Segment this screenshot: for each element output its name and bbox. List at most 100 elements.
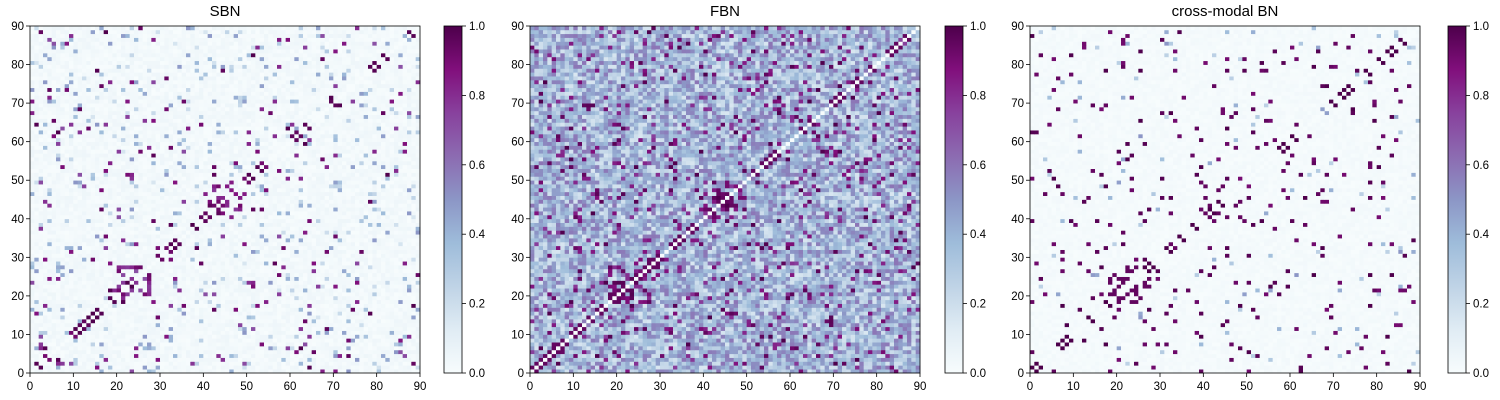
heatmap-cell — [39, 157, 44, 161]
heatmap-cell — [255, 296, 260, 300]
heatmap-cell — [407, 311, 412, 315]
heatmap-cell — [394, 323, 399, 327]
heatmap-cell — [121, 192, 126, 196]
heatmap-cell — [47, 277, 52, 281]
heatmap-cell — [121, 257, 126, 261]
heatmap-cell — [30, 265, 35, 269]
heatmap-cell — [60, 192, 65, 196]
heatmap-cell — [221, 257, 226, 261]
heatmap-cell — [273, 219, 278, 223]
heatmap-cell — [95, 238, 100, 242]
heatmap-cell — [260, 180, 265, 184]
heatmap-cell — [195, 292, 200, 296]
heatmap-cell — [281, 253, 286, 257]
heatmap-cell — [69, 346, 74, 350]
heatmap-cell — [203, 207, 208, 211]
heatmap-cell — [190, 176, 195, 180]
heatmap-cell — [73, 246, 78, 250]
heatmap-cell — [182, 323, 187, 327]
heatmap-cell — [108, 261, 113, 265]
heatmap-cell — [225, 157, 230, 161]
heatmap-cell — [47, 288, 52, 292]
heatmap-cell — [73, 173, 78, 177]
heatmap-cell — [39, 284, 44, 288]
heatmap-cell — [351, 284, 356, 288]
heatmap-cell — [30, 284, 35, 288]
heatmap-cell — [121, 280, 126, 284]
heatmap-cell — [169, 161, 174, 165]
heatmap-cell — [368, 365, 373, 369]
heatmap-cell — [160, 292, 165, 296]
heatmap-cell — [355, 354, 360, 358]
heatmap-cell — [47, 354, 52, 358]
heatmap-cell — [385, 319, 390, 323]
heatmap-cell — [173, 188, 178, 192]
heatmap-cell — [320, 280, 325, 284]
heatmap-cell — [203, 311, 208, 315]
chart-title-sbn: SBN — [210, 3, 241, 20]
heatmap-cell — [108, 334, 113, 338]
heatmap-cell — [47, 196, 52, 200]
heatmap-cell — [73, 215, 78, 219]
heatmap-cell — [47, 292, 52, 296]
heatmap-cell — [247, 277, 252, 281]
heatmap-cell — [78, 331, 83, 335]
heatmap-cell — [203, 176, 208, 180]
heatmap-cell — [39, 334, 44, 338]
heatmap-cell — [203, 323, 208, 327]
heatmap-cell — [186, 269, 191, 273]
heatmap-cell — [125, 165, 130, 169]
heatmap-cell — [316, 304, 321, 308]
heatmap-cell — [82, 161, 87, 165]
heatmap-cell — [364, 327, 369, 331]
heatmap-cell — [264, 284, 269, 288]
heatmap-cell — [65, 207, 70, 211]
heatmap-cell — [86, 169, 91, 173]
heatmap-cell — [65, 361, 70, 365]
heatmap-cell — [294, 277, 299, 281]
heatmap-cell — [108, 253, 113, 257]
heatmap-cell — [108, 246, 113, 250]
heatmap-cell — [286, 257, 291, 261]
heatmap-cell — [117, 354, 122, 358]
heatmap-cell — [60, 219, 65, 223]
heatmap-cell — [316, 342, 321, 346]
heatmap-cell — [394, 273, 399, 277]
heatmap-cell — [260, 280, 265, 284]
heatmap-cell — [65, 331, 70, 335]
heatmap-cell — [117, 265, 122, 269]
heatmap-cell — [104, 284, 109, 288]
heatmap-cell — [56, 261, 61, 265]
heatmap-cell — [221, 234, 226, 238]
heatmap-cell — [208, 358, 213, 362]
heatmap-cell — [229, 203, 234, 207]
heatmap-cell — [351, 273, 356, 277]
heatmap-cell — [151, 350, 156, 354]
heatmap-cell — [273, 315, 278, 319]
heatmap-cell — [273, 203, 278, 207]
heatmap-cell — [225, 315, 230, 319]
heatmap-cell — [47, 361, 52, 365]
heatmap-cell — [255, 315, 260, 319]
heatmap-cell — [30, 327, 35, 331]
heatmap-cell — [325, 196, 330, 200]
heatmap-cell — [316, 161, 321, 165]
heatmap-cell — [56, 284, 61, 288]
heatmap-cell — [316, 188, 321, 192]
heatmap-cell — [229, 192, 234, 196]
heatmap-cell — [264, 238, 269, 242]
heatmap-cell — [346, 230, 351, 234]
heatmap-cell — [169, 184, 174, 188]
heatmap-cell — [403, 207, 408, 211]
heatmap-cell — [199, 323, 204, 327]
heatmap-cell — [186, 296, 191, 300]
heatmap-cell — [359, 215, 364, 219]
heatmap-cell — [143, 284, 148, 288]
heatmap-cell — [329, 273, 334, 277]
heatmap-cell — [112, 250, 117, 254]
heatmap-cell — [95, 242, 100, 246]
heatmap-cell — [82, 184, 87, 188]
heatmap-cell — [91, 161, 96, 165]
heatmap-cell — [351, 296, 356, 300]
heatmap-cell — [34, 334, 39, 338]
